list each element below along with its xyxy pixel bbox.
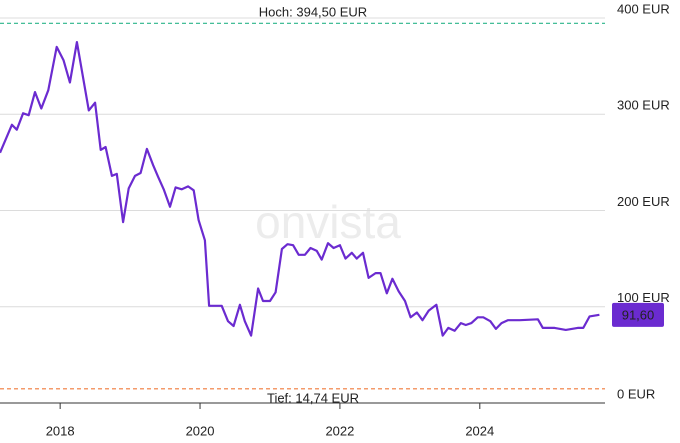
reference-label: Hoch: 394,50 EUR (259, 5, 367, 20)
x-tick-label: 2024 (465, 423, 494, 438)
last-value-badge (612, 302, 664, 327)
y-tick-label: 200 EUR (617, 194, 670, 209)
x-tick-label: 2020 (186, 423, 215, 438)
watermark: onvista (255, 196, 401, 248)
x-tick-label: 2022 (325, 423, 354, 438)
reference-label: Tief: 14,74 EUR (267, 390, 359, 405)
y-tick-label: 300 EUR (617, 98, 670, 113)
y-tick-label: 100 EUR (617, 290, 670, 305)
y-tick-label: 400 EUR (617, 1, 670, 16)
last-value-label: 91,60 (622, 307, 655, 322)
price-line (0, 41, 600, 337)
x-tick-label: 2018 (46, 423, 75, 438)
y-tick-label: 0 EUR (617, 386, 655, 401)
